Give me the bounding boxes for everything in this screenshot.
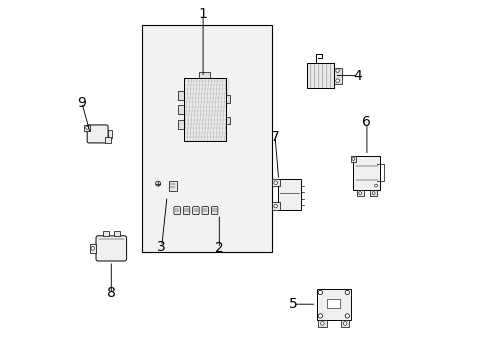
Bar <box>114 231 120 236</box>
Bar <box>184 78 225 141</box>
Bar <box>177 91 184 100</box>
Bar <box>353 156 380 190</box>
Bar <box>271 179 279 186</box>
Bar <box>89 244 96 253</box>
Circle shape <box>318 290 322 294</box>
Text: 2: 2 <box>215 242 223 255</box>
Text: 5: 5 <box>288 297 297 311</box>
Bar <box>326 299 340 308</box>
Bar <box>108 130 112 138</box>
Text: 7: 7 <box>270 130 279 144</box>
Circle shape <box>320 322 324 325</box>
Text: 3: 3 <box>157 240 166 253</box>
Circle shape <box>374 184 377 187</box>
Bar <box>84 125 90 131</box>
Circle shape <box>85 126 88 129</box>
FancyBboxPatch shape <box>183 207 189 215</box>
Bar <box>225 95 229 103</box>
Bar <box>350 156 356 162</box>
Circle shape <box>318 314 322 318</box>
FancyBboxPatch shape <box>192 207 199 215</box>
FancyBboxPatch shape <box>87 125 108 143</box>
Bar <box>340 320 349 328</box>
Bar <box>142 25 271 252</box>
Text: 4: 4 <box>353 69 362 82</box>
Circle shape <box>335 69 339 72</box>
Text: 1: 1 <box>198 8 207 21</box>
Text: 9: 9 <box>77 96 86 109</box>
Circle shape <box>345 290 349 294</box>
Circle shape <box>155 181 160 186</box>
Bar <box>271 202 279 210</box>
Circle shape <box>343 322 346 325</box>
Bar <box>306 63 333 88</box>
Circle shape <box>273 204 277 208</box>
Bar <box>225 117 229 124</box>
Bar <box>199 72 210 78</box>
Bar <box>105 137 111 143</box>
Bar <box>277 179 301 210</box>
Circle shape <box>345 314 349 318</box>
Bar <box>333 68 341 84</box>
FancyBboxPatch shape <box>96 236 126 261</box>
Text: 8: 8 <box>107 287 116 300</box>
Circle shape <box>335 79 339 82</box>
Circle shape <box>91 247 94 250</box>
Bar <box>177 105 184 114</box>
Bar <box>316 289 350 320</box>
FancyBboxPatch shape <box>174 207 180 215</box>
Circle shape <box>273 181 277 184</box>
Text: 6: 6 <box>362 116 370 129</box>
Circle shape <box>351 158 354 161</box>
FancyBboxPatch shape <box>211 207 218 215</box>
Bar <box>306 63 333 88</box>
Circle shape <box>371 192 374 194</box>
Bar <box>103 231 108 236</box>
Bar <box>317 320 326 328</box>
Bar <box>177 120 184 129</box>
Bar <box>356 190 363 197</box>
Bar <box>184 78 225 141</box>
FancyBboxPatch shape <box>202 207 208 215</box>
Bar <box>168 181 177 191</box>
Bar <box>369 190 376 197</box>
Circle shape <box>358 192 361 194</box>
